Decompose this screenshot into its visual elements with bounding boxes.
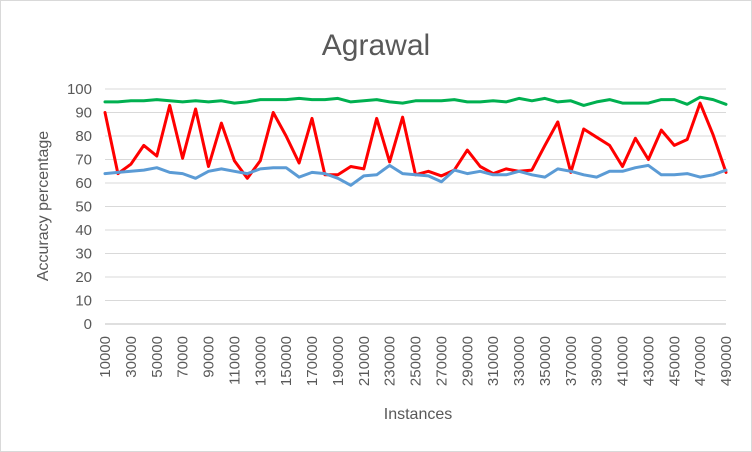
x-tick-label: 310000: [485, 336, 502, 386]
x-tick-label: 350000: [537, 336, 554, 386]
x-tick-label: 170000: [304, 336, 321, 386]
x-tick-label: 430000: [640, 336, 657, 386]
x-tick-label: 270000: [433, 336, 450, 386]
x-tick-label: 290000: [459, 336, 476, 386]
y-tick-label: 60: [75, 175, 92, 192]
x-tick-label: 90000: [201, 336, 218, 378]
x-tick-label: 370000: [563, 336, 580, 386]
x-tick-label: 210000: [356, 336, 373, 386]
series-line-1: [103, 95, 728, 107]
x-tick-label: 130000: [252, 336, 269, 386]
x-axis-title: Instances: [384, 406, 452, 423]
x-tick-label: 410000: [615, 336, 632, 386]
y-tick-label: 40: [75, 222, 92, 239]
x-tick-label: 250000: [408, 336, 425, 386]
y-axis-title: Accuracy percentage: [35, 131, 52, 281]
x-axis-ticks: 10000 30000 50000 70000 90000 110000 130000 150…: [97, 336, 735, 386]
y-tick-label: 50: [75, 199, 92, 216]
y-tick-label: 0: [84, 316, 92, 333]
y-axis-ticks: 0 10 20 30 40 50 60 70 80 90 100: [67, 81, 92, 333]
y-tick-label: 100: [67, 81, 92, 98]
x-tick-label: 490000: [718, 336, 735, 386]
y-tick-label: 90: [75, 105, 92, 122]
y-tick-label: 20: [75, 269, 92, 286]
chart-title: Agrawal: [322, 29, 430, 62]
y-tick-label: 30: [75, 246, 92, 263]
series-line-3: [103, 163, 728, 187]
x-tick-label: 190000: [330, 336, 347, 386]
x-tick-label: 10000: [97, 336, 114, 378]
x-tick-label: 330000: [511, 336, 528, 386]
x-tick-label: 50000: [149, 336, 166, 378]
series-lines: [103, 95, 728, 187]
y-tick-label: 70: [75, 152, 92, 169]
gridlines: [105, 88, 726, 325]
x-tick-label: 230000: [382, 336, 399, 386]
x-tick-label: 450000: [666, 336, 683, 386]
x-tick-label: 150000: [278, 336, 295, 386]
y-tick-label: 10: [75, 293, 92, 310]
x-tick-label: 390000: [589, 336, 606, 386]
x-tick-label: 470000: [692, 336, 709, 386]
y-tick-label: 80: [75, 128, 92, 145]
x-tick-label: 30000: [123, 336, 140, 378]
x-tick-label: 110000: [226, 336, 243, 385]
x-tick-label: 70000: [175, 336, 192, 378]
